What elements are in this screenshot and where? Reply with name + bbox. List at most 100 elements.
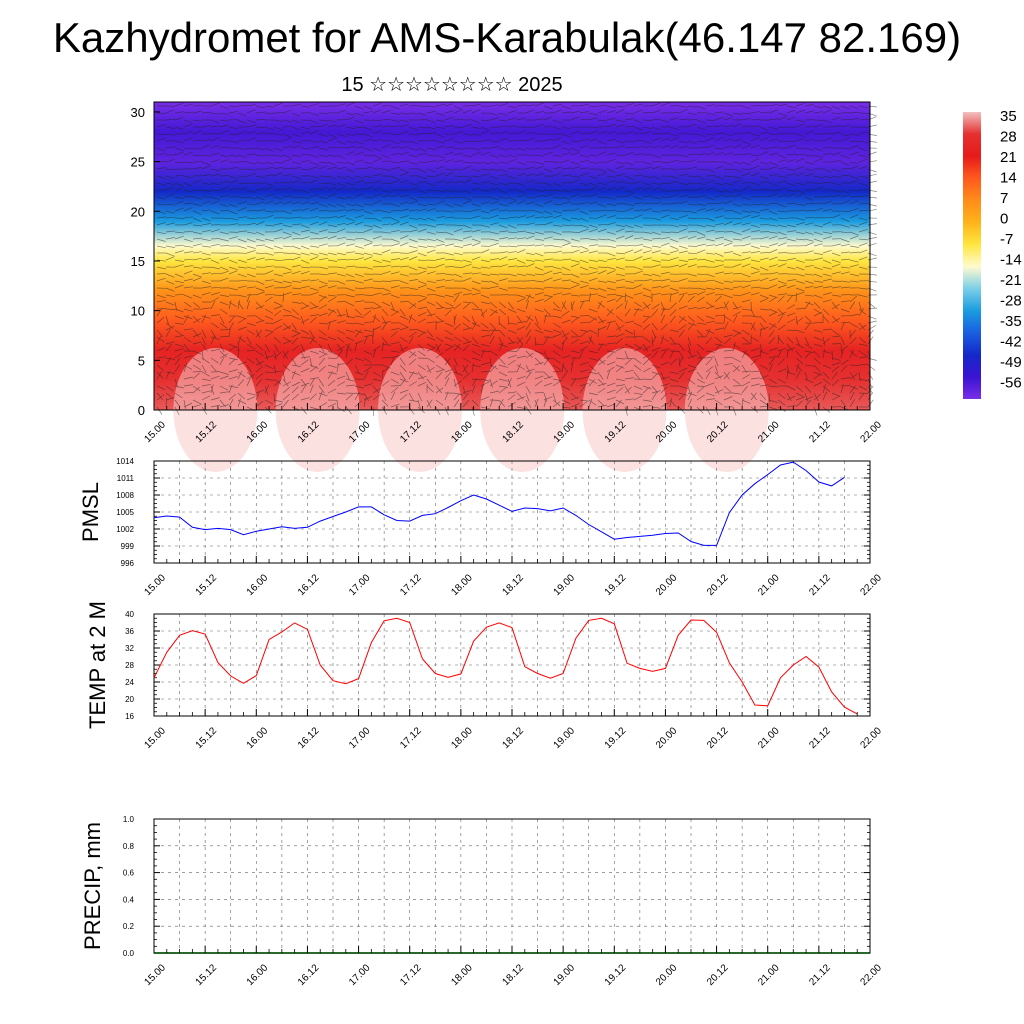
wind-barb [156, 245, 166, 249]
wind-barb [633, 284, 643, 289]
wind-barb [462, 336, 471, 343]
wind-barb [741, 263, 751, 268]
wind-barb [624, 386, 632, 394]
wind-barb [849, 200, 859, 205]
wind-barb [741, 273, 751, 278]
wind-barb [867, 116, 877, 121]
wind-barb [552, 271, 562, 275]
wind-barb [192, 364, 201, 370]
wind-barb [498, 130, 508, 135]
wind-barb [813, 266, 823, 271]
wind-barb [489, 365, 497, 373]
wind-barb [543, 294, 553, 298]
wind-barb [705, 104, 715, 107]
wind-barb [228, 140, 238, 143]
wind-barb [363, 110, 373, 114]
wind-barb [741, 374, 750, 380]
wind-barb [345, 329, 355, 333]
wind-barb [246, 238, 256, 243]
wind-barb [498, 173, 508, 177]
wind-barb [417, 132, 428, 135]
wind-barb [759, 137, 769, 142]
wind-barb [759, 375, 769, 380]
wind-barb [588, 224, 598, 229]
wind-barb [345, 209, 355, 212]
wind-barb [219, 301, 229, 306]
wind-barb [633, 119, 643, 124]
wind-barb [264, 285, 274, 289]
wind-barb [714, 264, 724, 268]
wind-barb [516, 355, 526, 359]
wind-barb [300, 318, 310, 324]
wind-barb [651, 182, 661, 185]
wind-barb [273, 172, 283, 177]
wind-barb [624, 294, 634, 299]
wind-barb [687, 264, 697, 268]
wind-barb [264, 331, 273, 338]
wind-barb [660, 350, 667, 359]
wind-barb [237, 318, 246, 324]
wind-barb [534, 343, 545, 346]
wind-barb [840, 321, 851, 324]
wind-barb [696, 140, 706, 143]
wind-barb [399, 394, 408, 401]
wind-barb [849, 329, 856, 338]
wind-barb [642, 182, 652, 187]
wind-barb [669, 293, 672, 303]
wind-barb [660, 196, 671, 199]
wind-barb [579, 300, 589, 303]
wind-barb [372, 388, 381, 394]
wind-barb [165, 119, 176, 121]
wind-barb [417, 364, 426, 371]
wind-barb [552, 378, 562, 382]
wind-barb [372, 180, 382, 184]
wind-barb [849, 235, 859, 240]
wind-barb [318, 343, 325, 352]
wind-barb [822, 384, 827, 394]
wind-barb [174, 284, 184, 289]
wind-barb [777, 259, 788, 262]
wind-barb [336, 381, 346, 387]
wind-barb [246, 336, 252, 345]
wind-barb [309, 291, 319, 296]
wind-barb [282, 364, 291, 371]
wind-barb [867, 257, 877, 261]
wind-barb [741, 280, 752, 283]
wind-barb [318, 266, 328, 270]
wind-barb [633, 357, 642, 364]
wind-barb [741, 251, 751, 254]
wind-barb [732, 175, 742, 179]
wind-barb [462, 175, 472, 179]
wind-barb [462, 301, 473, 304]
wind-barb [624, 343, 634, 349]
wind-barb [345, 287, 355, 292]
wind-barb [831, 131, 841, 135]
wind-barb [687, 166, 697, 170]
wind-barb [336, 392, 346, 395]
wind-barb [669, 217, 679, 220]
wind-barb [660, 392, 668, 401]
wind-barb [471, 406, 475, 416]
wind-barb [588, 161, 598, 164]
wind-barb [417, 252, 427, 257]
wind-barb [318, 236, 328, 240]
wind-barb [570, 378, 577, 387]
wind-barb [192, 341, 202, 345]
wind-barb [750, 370, 760, 373]
wind-barb [588, 399, 597, 406]
wind-barb [732, 238, 742, 241]
wind-barb [336, 140, 346, 145]
wind-barb [678, 146, 688, 149]
wind-barb [516, 294, 526, 298]
wind-barb [768, 308, 778, 313]
wind-barb [246, 210, 257, 212]
wind-barb [732, 294, 743, 297]
wind-barb [570, 339, 579, 345]
wind-barb [345, 243, 355, 247]
wind-barb [795, 182, 805, 186]
wind-barb [633, 301, 642, 308]
wind-barb [804, 210, 815, 212]
wind-barb [354, 193, 364, 198]
wind-barb [174, 385, 184, 389]
wind-barb [156, 196, 166, 200]
